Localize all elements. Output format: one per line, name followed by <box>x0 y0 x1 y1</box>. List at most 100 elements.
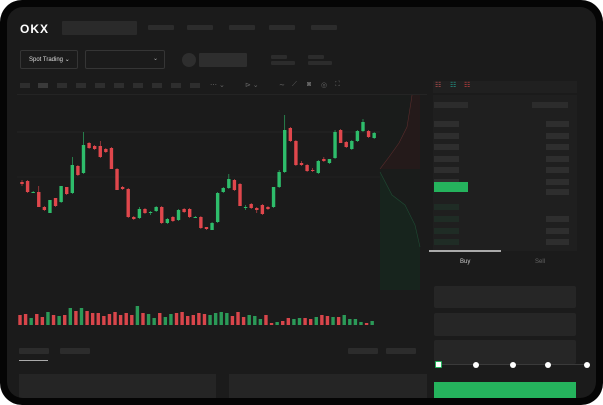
candle <box>204 227 209 229</box>
bid-amount <box>546 228 569 234</box>
timeframe-button[interactable] <box>114 83 124 88</box>
candle <box>109 148 114 169</box>
volume-bar <box>297 318 302 325</box>
orderbook-both-icon[interactable]: ☷ <box>435 82 442 89</box>
volume-bar <box>320 315 324 325</box>
volume-bar <box>253 316 257 325</box>
candle <box>59 186 63 202</box>
timeframe-button[interactable] <box>76 83 86 88</box>
candle <box>260 205 265 214</box>
indicator-icon[interactable]: ⊳ ⌄ <box>245 82 259 89</box>
volume-bar <box>258 319 263 325</box>
orders-panel <box>19 374 216 398</box>
candle <box>199 217 203 228</box>
candle <box>227 179 231 188</box>
tab-buy[interactable]: Buy <box>460 259 471 265</box>
slider-stop[interactable] <box>545 362 551 368</box>
bid-amount <box>546 216 569 222</box>
timeframe-button[interactable] <box>152 83 162 88</box>
pair-selector[interactable]: ⌄ <box>85 50 165 69</box>
nav-item[interactable] <box>229 25 255 30</box>
volume-bar <box>135 306 140 325</box>
volume-bar <box>174 313 179 325</box>
total-input[interactable] <box>434 340 576 364</box>
ask-amount <box>546 167 569 173</box>
volume-bar <box>118 315 123 325</box>
candle <box>76 166 80 175</box>
slider-stop[interactable] <box>584 362 590 368</box>
nav-item[interactable] <box>148 25 174 30</box>
volume-bar <box>102 316 106 325</box>
volume-bar <box>225 313 229 325</box>
market-selector[interactable]: Spot Trading ⌄ <box>20 50 78 69</box>
candle <box>238 184 242 206</box>
candle <box>327 159 332 163</box>
candle <box>193 217 197 218</box>
bid-price <box>434 228 459 234</box>
timeframe-button[interactable] <box>20 83 30 88</box>
candle-type-icon[interactable]: ⋯ ⌄ <box>210 82 225 89</box>
nav-item[interactable] <box>311 25 337 30</box>
orderbook-toolbar <box>433 81 577 93</box>
nav-item[interactable] <box>187 25 213 30</box>
candle <box>37 192 41 207</box>
volume-bar <box>90 313 95 325</box>
candle <box>126 189 130 217</box>
amount-input[interactable] <box>434 313 576 336</box>
volume-bar <box>292 319 296 325</box>
candle <box>182 209 186 212</box>
volume-bar <box>18 315 22 325</box>
candle <box>243 207 248 208</box>
candle <box>361 122 365 131</box>
orderbook-bids-icon[interactable]: ☷ <box>450 82 457 89</box>
timeframe-button[interactable] <box>95 83 105 88</box>
volume-bar <box>353 319 358 325</box>
candlestick-chart[interactable] <box>7 7 596 398</box>
slider-stop[interactable] <box>510 362 516 368</box>
tab-order-history[interactable] <box>60 348 90 354</box>
orderbook-asks-icon[interactable]: ☷ <box>464 82 471 89</box>
nav-item[interactable] <box>269 25 295 30</box>
price-input[interactable] <box>434 286 576 308</box>
candle <box>316 161 320 173</box>
candle <box>344 142 348 147</box>
buy-tab-indicator <box>429 250 501 252</box>
volume-bar <box>269 323 274 325</box>
volume-bar <box>63 315 67 325</box>
slider-stop[interactable] <box>473 362 479 368</box>
line-icon[interactable]: ∼ <box>279 82 285 89</box>
slider-handle[interactable] <box>435 361 442 368</box>
candle <box>232 180 237 190</box>
search-bar[interactable] <box>62 21 137 35</box>
timeframe-button[interactable] <box>38 83 48 88</box>
depth-bid-line <box>379 171 421 248</box>
candle <box>333 132 337 158</box>
candle <box>53 198 58 206</box>
tab-open-orders[interactable] <box>19 348 49 354</box>
volume-bar <box>107 314 112 325</box>
candle <box>171 217 175 221</box>
volume-bar <box>202 314 207 325</box>
chevron-down-icon: ⌄ <box>152 56 158 62</box>
camera-icon[interactable]: ◙ <box>307 81 312 88</box>
filter-button[interactable] <box>386 348 416 354</box>
timeframe-button[interactable] <box>190 83 200 88</box>
settings-icon[interactable]: ◎ <box>321 82 328 89</box>
candle <box>98 146 102 157</box>
volume-bar <box>325 316 330 325</box>
timeframe-button[interactable] <box>171 83 181 88</box>
volume-bar <box>146 314 151 325</box>
ask-price <box>434 156 459 162</box>
trading-screen: OKX Spot Trading ⌄ ⌄ ⋯ ⌄ ⊳ ⌄ ∼ ⟋ ◙ ◎ ⛶ ☷… <box>7 7 596 398</box>
fullscreen-icon[interactable]: ⛶ <box>335 81 340 88</box>
candle <box>132 217 136 219</box>
candle <box>25 181 30 192</box>
filter-button[interactable] <box>348 348 378 354</box>
timeframe-button[interactable] <box>133 83 143 88</box>
candle <box>350 141 354 149</box>
candle <box>115 169 119 190</box>
timeframe-button[interactable] <box>57 83 67 88</box>
ruler-icon[interactable]: ⟋ <box>292 81 297 88</box>
buy-submit-button[interactable] <box>434 382 576 398</box>
tab-sell[interactable]: Sell <box>535 259 546 265</box>
